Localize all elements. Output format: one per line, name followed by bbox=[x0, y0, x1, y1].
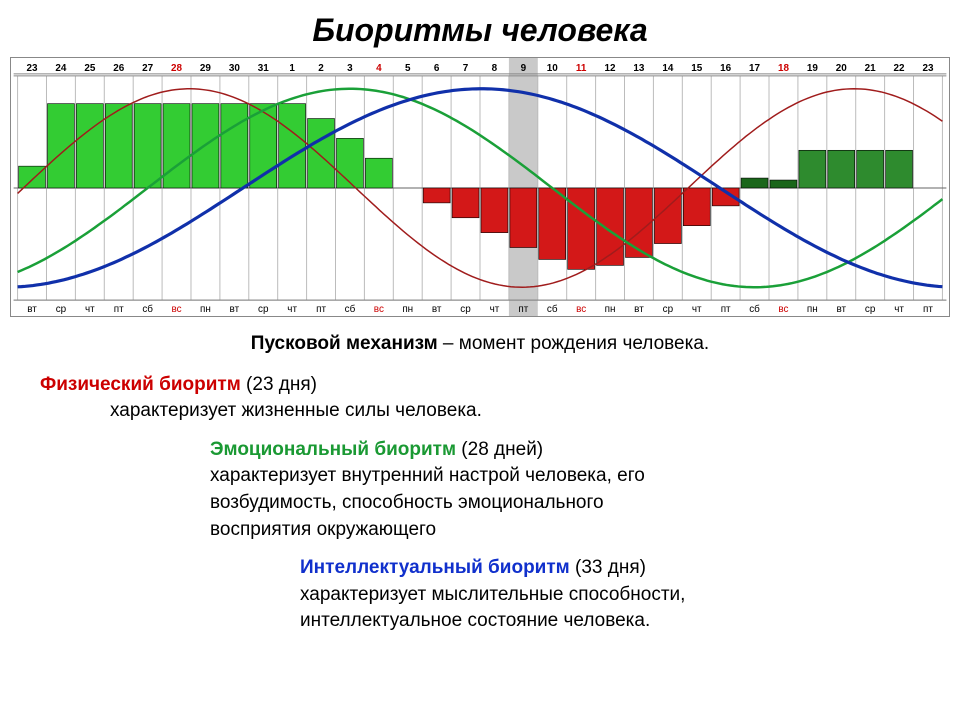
svg-text:вт: вт bbox=[432, 304, 442, 315]
svg-text:чт: чт bbox=[85, 304, 95, 315]
svg-text:30: 30 bbox=[229, 63, 241, 74]
svg-text:пн: пн bbox=[807, 304, 818, 315]
svg-text:8: 8 bbox=[492, 63, 498, 74]
chart-svg: 2324252627282930311234567891011121314151… bbox=[11, 58, 949, 316]
svg-text:чт: чт bbox=[490, 304, 500, 315]
intellectual-desc1: характеризует мыслительные способности, bbox=[300, 582, 920, 609]
svg-text:вт: вт bbox=[230, 304, 240, 315]
svg-text:вт: вт bbox=[634, 304, 644, 315]
svg-text:чт: чт bbox=[287, 304, 297, 315]
svg-text:пт: пт bbox=[316, 304, 326, 315]
svg-text:29: 29 bbox=[200, 63, 212, 74]
svg-text:18: 18 bbox=[778, 63, 790, 74]
emotional-desc2: возбудимость, способность эмоционального bbox=[210, 490, 920, 517]
svg-text:2: 2 bbox=[318, 63, 324, 74]
svg-text:пт: пт bbox=[518, 304, 528, 315]
svg-text:5: 5 bbox=[405, 63, 411, 74]
svg-text:12: 12 bbox=[605, 63, 617, 74]
svg-text:чт: чт bbox=[692, 304, 702, 315]
svg-text:24: 24 bbox=[55, 63, 67, 74]
svg-text:23: 23 bbox=[922, 63, 934, 74]
svg-text:3: 3 bbox=[347, 63, 353, 74]
svg-text:16: 16 bbox=[720, 63, 732, 74]
svg-text:ср: ср bbox=[258, 304, 269, 315]
svg-text:17: 17 bbox=[749, 63, 761, 74]
svg-text:вс: вс bbox=[171, 304, 181, 315]
svg-text:чт: чт bbox=[894, 304, 904, 315]
svg-text:сб: сб bbox=[749, 304, 760, 315]
svg-text:пн: пн bbox=[605, 304, 616, 315]
svg-text:4: 4 bbox=[376, 63, 382, 74]
svg-text:11: 11 bbox=[576, 63, 587, 74]
physical-head: Физический биоритм bbox=[40, 374, 241, 395]
svg-text:13: 13 bbox=[633, 63, 645, 74]
svg-text:пт: пт bbox=[923, 304, 933, 315]
svg-text:сб: сб bbox=[142, 304, 153, 315]
intellectual-period: (33 дня) bbox=[570, 557, 646, 578]
page-title: Биоритмы человека bbox=[0, 0, 960, 57]
svg-text:19: 19 bbox=[807, 63, 819, 74]
svg-text:пн: пн bbox=[402, 304, 413, 315]
subtitle-bold: Пусковой механизм bbox=[251, 333, 438, 354]
svg-text:вт: вт bbox=[836, 304, 846, 315]
svg-text:сб: сб bbox=[345, 304, 356, 315]
biorhythm-chart: 2324252627282930311234567891011121314151… bbox=[10, 57, 950, 317]
physical-desc: характеризует жизненные силы человека. bbox=[40, 398, 920, 425]
subtitle-rest: – момент рождения человека. bbox=[438, 333, 710, 354]
svg-text:сб: сб bbox=[547, 304, 558, 315]
physical-period: (23 дня) bbox=[241, 374, 317, 395]
svg-text:ср: ср bbox=[56, 304, 67, 315]
intellectual-head: Интеллектуальный биоритм bbox=[300, 557, 570, 578]
svg-text:вт: вт bbox=[27, 304, 37, 315]
svg-text:пн: пн bbox=[200, 304, 211, 315]
svg-text:22: 22 bbox=[894, 63, 906, 74]
emotional-head: Эмоциональный биоритм bbox=[210, 439, 456, 460]
svg-text:26: 26 bbox=[113, 63, 125, 74]
intellectual-desc2: интеллектуальное состояние человека. bbox=[300, 608, 920, 635]
svg-text:ср: ср bbox=[663, 304, 674, 315]
svg-text:ср: ср bbox=[460, 304, 471, 315]
svg-text:20: 20 bbox=[836, 63, 848, 74]
svg-text:ср: ср bbox=[865, 304, 876, 315]
svg-text:27: 27 bbox=[142, 63, 154, 74]
svg-text:14: 14 bbox=[662, 63, 674, 74]
intellectual-section: Интеллектуальный биоритм (33 дня) характ… bbox=[40, 555, 920, 635]
svg-text:7: 7 bbox=[463, 63, 469, 74]
svg-text:1: 1 bbox=[289, 63, 295, 74]
svg-text:пт: пт bbox=[114, 304, 124, 315]
svg-text:23: 23 bbox=[27, 63, 39, 74]
emotional-section: Эмоциональный биоритм (28 дней) характер… bbox=[40, 437, 920, 543]
svg-text:пт: пт bbox=[721, 304, 731, 315]
svg-text:вс: вс bbox=[374, 304, 384, 315]
svg-text:6: 6 bbox=[434, 63, 440, 74]
svg-text:21: 21 bbox=[865, 63, 877, 74]
emotional-period: (28 дней) bbox=[456, 439, 543, 460]
svg-text:вс: вс bbox=[576, 304, 586, 315]
svg-text:15: 15 bbox=[691, 63, 703, 74]
svg-text:25: 25 bbox=[84, 63, 96, 74]
physical-section: Физический биоритм (23 дня) характеризуе… bbox=[40, 372, 920, 425]
emotional-desc3: восприятия окружающего bbox=[210, 517, 920, 544]
svg-text:28: 28 bbox=[171, 63, 183, 74]
text-content: Пусковой механизм – момент рождения чело… bbox=[0, 317, 960, 635]
emotional-desc1: характеризует внутренний настрой человек… bbox=[210, 463, 920, 490]
svg-text:31: 31 bbox=[258, 63, 270, 74]
svg-text:10: 10 bbox=[547, 63, 559, 74]
subtitle: Пусковой механизм – момент рождения чело… bbox=[40, 331, 920, 358]
svg-text:вс: вс bbox=[778, 304, 788, 315]
svg-text:9: 9 bbox=[521, 63, 527, 74]
